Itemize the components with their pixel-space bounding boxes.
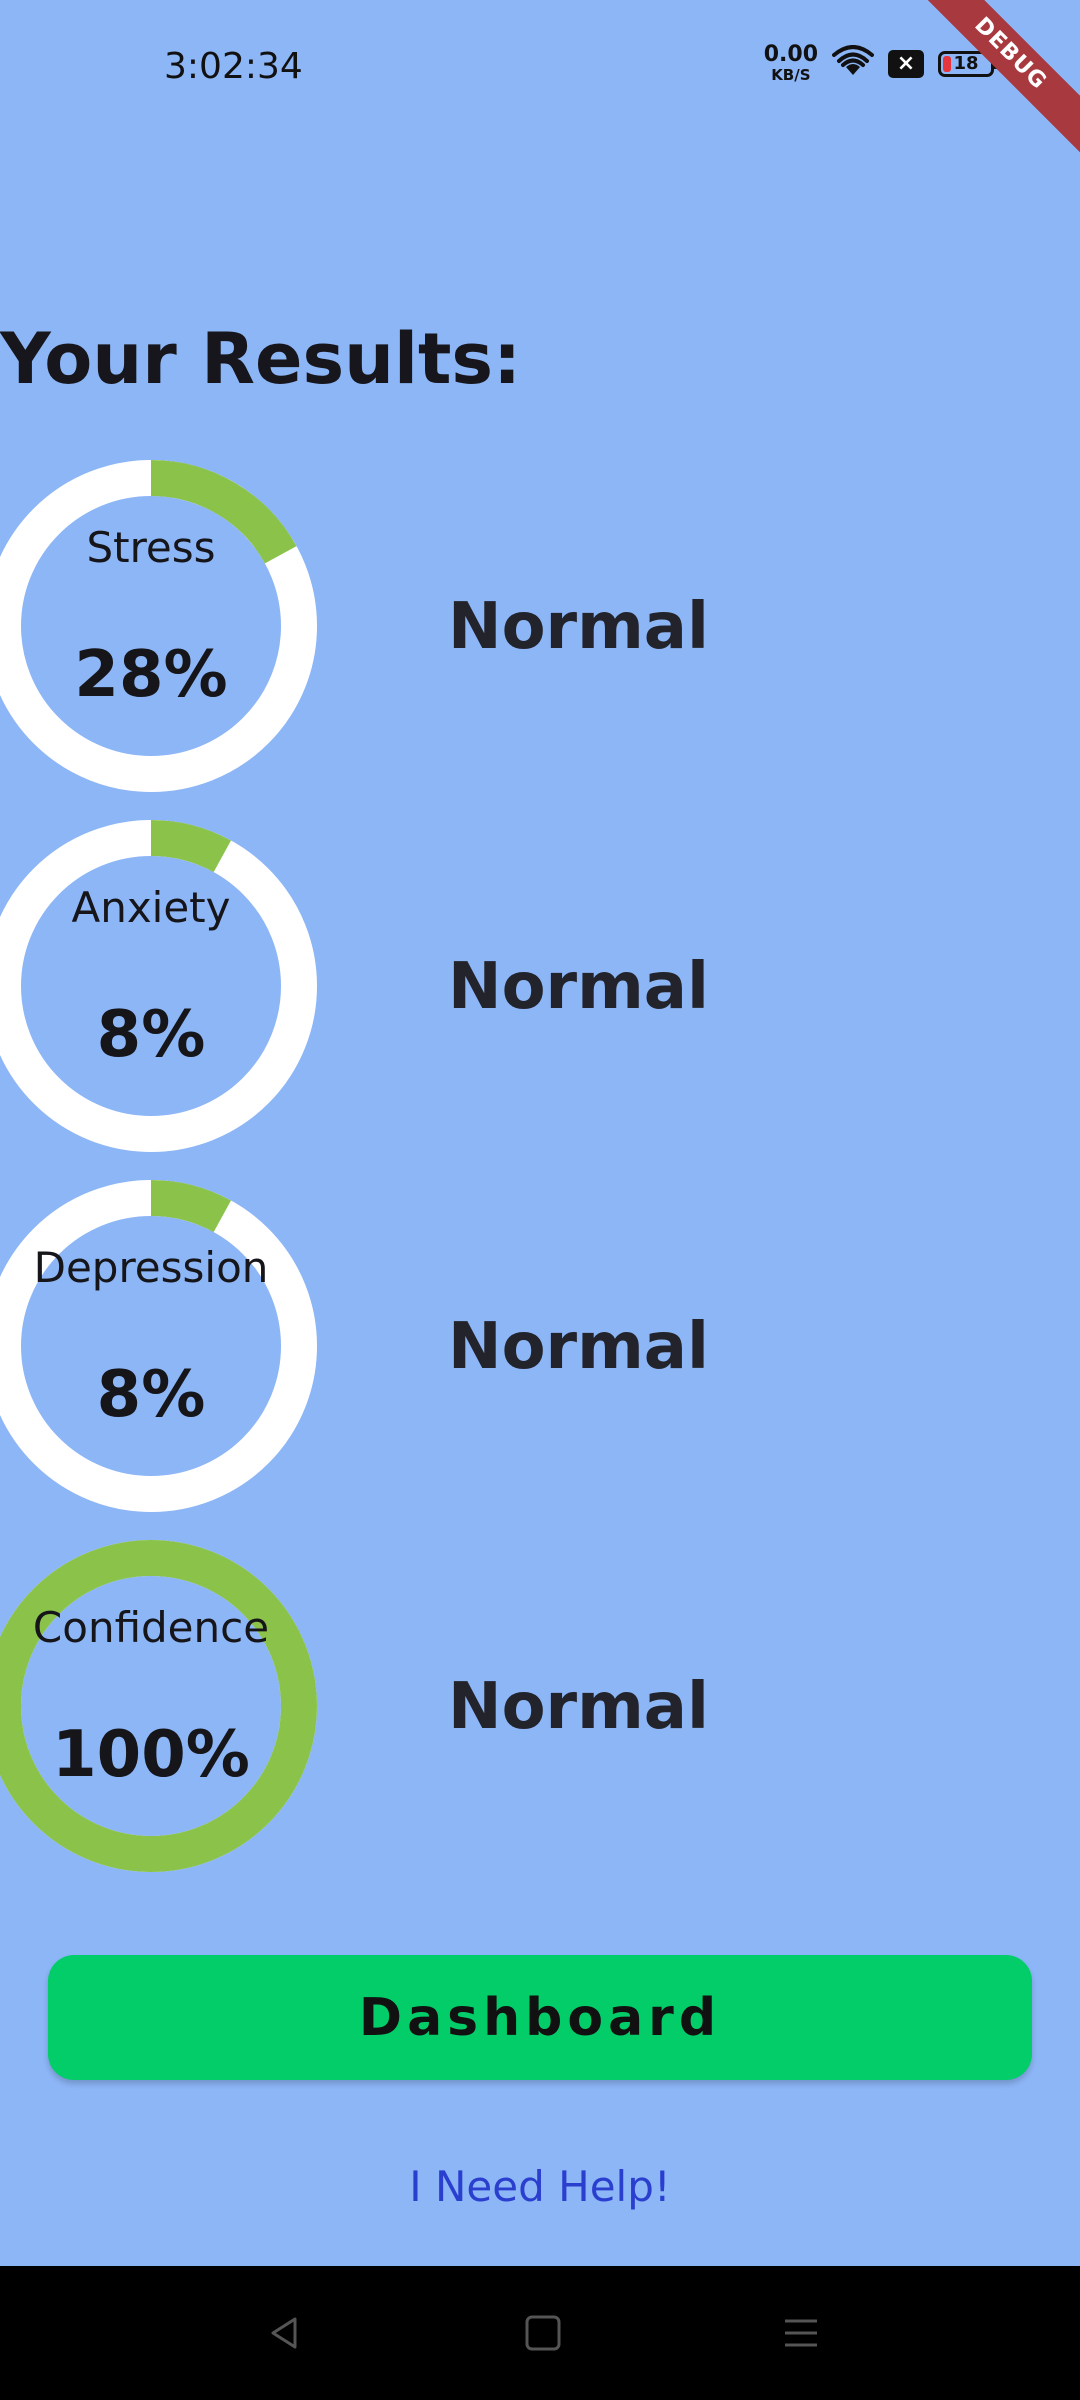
battery-level: 18 xyxy=(953,53,979,74)
result-percent: 8% xyxy=(96,998,206,1072)
network-speed-value: 0.00 xyxy=(763,42,818,67)
result-ring-confidence: Confidence 100% xyxy=(0,1538,319,1874)
wifi-icon xyxy=(832,44,874,83)
back-icon[interactable] xyxy=(250,2298,320,2368)
result-name: Anxiety xyxy=(71,883,231,932)
ring-chart-stress xyxy=(0,460,317,792)
result-status: Normal xyxy=(448,1310,709,1384)
status-bar: 3:02:34 0.00 KB/S × 18 xyxy=(0,0,1080,130)
result-row-stress: Stress 28% Normal xyxy=(0,458,1080,798)
status-icons: 0.00 KB/S × 18 xyxy=(764,44,998,83)
result-status: Normal xyxy=(448,950,709,1024)
ring-chart-depression xyxy=(0,1180,317,1512)
ring-chart-confidence xyxy=(0,1540,317,1872)
ring-chart-anxiety xyxy=(0,820,317,1152)
result-row-confidence: Confidence 100% Normal xyxy=(0,1538,1080,1878)
status-time: 3:02:34 xyxy=(164,46,303,87)
page-title: Your Results: xyxy=(0,318,522,400)
ring-progress xyxy=(0,460,317,792)
no-sim-icon: × xyxy=(888,49,924,78)
result-name: Depression xyxy=(33,1243,269,1292)
result-ring-depression: Depression 8% xyxy=(0,1178,319,1514)
menu-icon[interactable] xyxy=(766,2298,836,2368)
result-percent: 8% xyxy=(96,1358,206,1432)
navigation-bar xyxy=(0,2266,1080,2400)
ring-progress xyxy=(0,1180,317,1512)
result-ring-anxiety: Anxiety 8% xyxy=(0,818,319,1154)
result-percent: 100% xyxy=(52,1718,250,1792)
result-name: Stress xyxy=(86,523,216,572)
network-speed: 0.00 KB/S xyxy=(764,44,818,83)
ring-progress xyxy=(0,820,317,1152)
result-status: Normal xyxy=(448,590,709,664)
home-icon[interactable] xyxy=(508,2298,578,2368)
result-row-depression: Depression 8% Normal xyxy=(0,1178,1080,1518)
result-ring-stress: Stress 28% xyxy=(0,458,319,794)
result-name: Confidence xyxy=(32,1603,270,1652)
result-status: Normal xyxy=(448,1670,709,1744)
need-help-link[interactable]: I Need Help! xyxy=(409,2162,671,2211)
result-percent: 28% xyxy=(74,638,228,712)
ring-progress xyxy=(0,1540,317,1872)
network-speed-unit: KB/S xyxy=(771,66,811,84)
result-row-anxiety: Anxiety 8% Normal xyxy=(0,818,1080,1158)
dashboard-button[interactable]: Dashboard xyxy=(48,1955,1032,2080)
